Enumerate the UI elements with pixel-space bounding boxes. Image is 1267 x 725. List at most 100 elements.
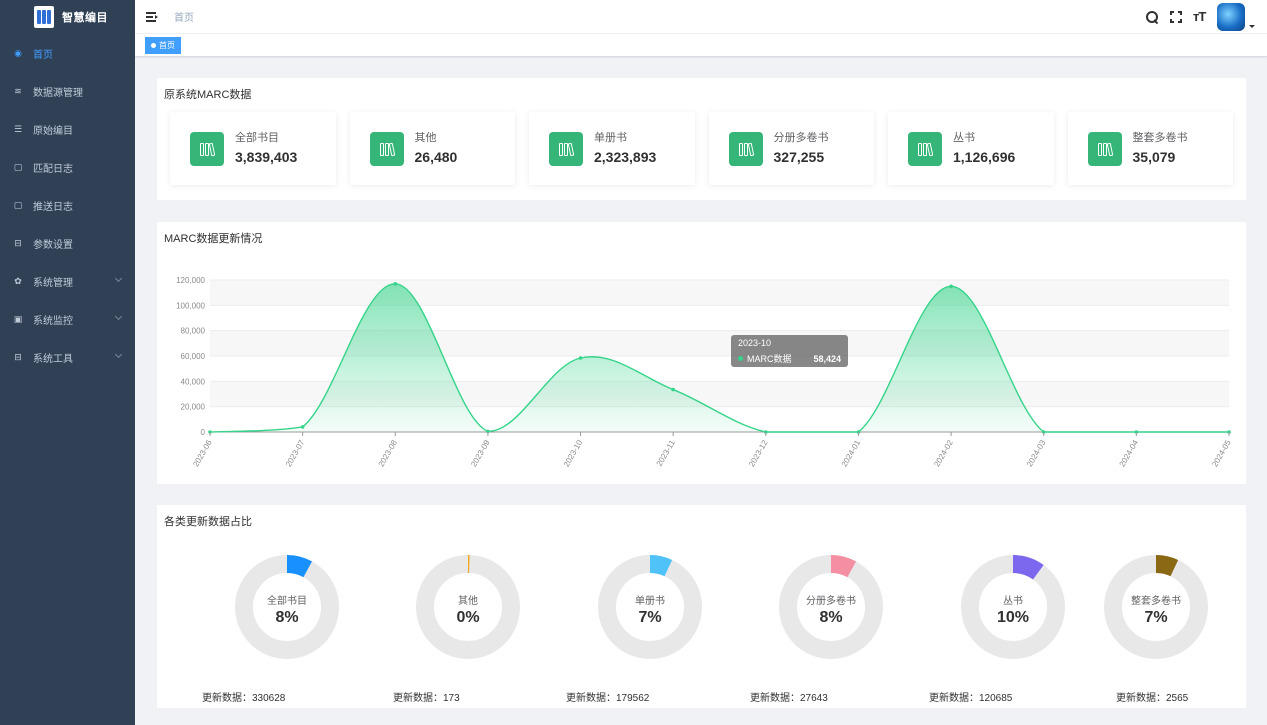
- stat-card-value: 26,480: [414, 149, 458, 165]
- donut-chart[interactable]: 整套多卷书 7%: [1096, 545, 1216, 705]
- search-icon[interactable]: [1145, 10, 1159, 24]
- stat-card: 全部书目 3,839,403: [170, 112, 336, 185]
- stat-card-label: 其他: [414, 132, 437, 144]
- tooltip-series: MARC数据: [747, 354, 792, 364]
- x-tick-label: 2024-01: [840, 438, 863, 468]
- x-tick-label: 2024-04: [1118, 438, 1141, 468]
- donut-percent: 0%: [456, 609, 480, 626]
- chevron-down-icon: [114, 312, 123, 321]
- data-point[interactable]: [671, 387, 675, 392]
- donut-footer: 更新数据：120685: [929, 689, 1012, 704]
- donut-center: 全部书目 8%: [227, 592, 347, 627]
- grid-band: [210, 280, 1229, 306]
- sidebar-item-label: 参数设置: [33, 239, 73, 251]
- breadcrumb[interactable]: 首页: [174, 13, 194, 24]
- books-icon: [190, 132, 224, 166]
- sidebar-item-0[interactable]: ◉ 首页: [0, 34, 135, 72]
- sidebar-item-1[interactable]: ≋ 数据源管理: [0, 72, 135, 110]
- x-tick-label: 2024-03: [1025, 438, 1048, 468]
- ratio-panel: 各类更新数据占比 全部书目 8% 更新数据：330628 其他 0% 更新数据：173 单册…: [157, 505, 1246, 708]
- stats-panel-title: 原系统MARC数据: [164, 89, 252, 101]
- donut-name: 整套多卷书: [1131, 596, 1181, 607]
- sidebar-item-label: 数据源管理: [33, 87, 83, 99]
- donut-slice[interactable]: [1104, 555, 1208, 659]
- sidebar-item-label: 首页: [33, 49, 53, 61]
- foot-prefix: 更新数据：: [929, 693, 979, 704]
- data-point[interactable]: [949, 284, 953, 289]
- data-point[interactable]: [578, 356, 583, 360]
- foot-count: 330628: [252, 693, 286, 704]
- donut-svg: [598, 555, 702, 659]
- donut-chart[interactable]: 单册书 7%: [590, 545, 710, 705]
- x-tick-label: 2023-09: [469, 438, 492, 468]
- donut-svg: [1104, 555, 1208, 659]
- tag-label: 首页: [159, 41, 175, 50]
- sidebar-item-7[interactable]: ▣ 系统监控: [0, 300, 135, 338]
- app-title: 智慧编目: [62, 12, 108, 24]
- app-logo[interactable]: 智慧编目: [0, 0, 135, 34]
- stat-card: 分册多卷书 327,255: [708, 112, 874, 185]
- tooltip-value: 58,424: [813, 353, 841, 364]
- fullscreen-icon[interactable]: [1169, 10, 1183, 24]
- donut-name: 全部书目: [267, 596, 307, 607]
- sidebar-item-label: 匹配日志: [33, 163, 73, 175]
- donut-svg: [779, 555, 883, 659]
- donut-chart[interactable]: 分册多卷书 8%: [771, 545, 891, 705]
- series-line[interactable]: [209, 283, 1229, 433]
- caret-down-icon[interactable]: [1249, 24, 1255, 28]
- x-tick-label: 2023-07: [284, 438, 307, 468]
- sidebar-toggle-icon[interactable]: [146, 11, 158, 22]
- sidebar-item-label: 系统监控: [33, 315, 73, 327]
- x-tick-label: 2024-05: [1210, 438, 1233, 468]
- sidebar-item-3[interactable]: ▢ 匹配日志: [0, 148, 135, 186]
- y-tick-label: 40,000: [181, 377, 206, 386]
- chart-tooltip: 2023-10 MARC数据 58,424: [731, 335, 848, 367]
- sidebar-item-2[interactable]: ☰ 原始编目: [0, 110, 135, 148]
- list-icon: ☰: [13, 123, 23, 134]
- donut-slice[interactable]: [416, 555, 520, 659]
- donut-slice[interactable]: [235, 555, 339, 659]
- logo-icon: [34, 6, 54, 28]
- data-point[interactable]: [300, 425, 305, 429]
- sidebar-item-4[interactable]: ▢ 推送日志: [0, 186, 135, 224]
- stat-card-value: 1,126,696: [953, 149, 1016, 165]
- y-tick-label: 120,000: [176, 276, 205, 285]
- data-point[interactable]: [393, 282, 398, 286]
- sidebar-item-5[interactable]: ⊟ 参数设置: [0, 224, 135, 262]
- stat-card: 其他 26,480: [349, 112, 515, 185]
- donut-chart[interactable]: 其他 0%: [408, 545, 528, 705]
- donut-footer: 更新数据：179562: [566, 689, 649, 704]
- donut-name: 丛书: [1003, 596, 1023, 607]
- donut-slice[interactable]: [598, 555, 702, 659]
- navbar: 首页 тT: [135, 0, 1267, 34]
- sidebar-item-8[interactable]: ⊟ 系统工具: [0, 338, 135, 376]
- books-icon: [728, 132, 763, 166]
- tooltip-series-dot: [738, 356, 743, 361]
- foot-prefix: 更新数据：: [566, 693, 616, 704]
- foot-count: 120685: [979, 693, 1013, 704]
- sidebar-item-6[interactable]: ✿ 系统管理: [0, 262, 135, 300]
- donut-name: 单册书: [635, 596, 665, 607]
- donut-chart[interactable]: 丛书 10%: [953, 545, 1073, 705]
- stat-card-label: 分册多卷书: [773, 132, 829, 144]
- y-tick-label: 80,000: [181, 327, 206, 336]
- donut-slice[interactable]: [961, 555, 1065, 659]
- tag-home[interactable]: 首页: [145, 37, 181, 54]
- monitor-icon: ▣: [13, 313, 23, 324]
- edit-doc-icon: ▢: [13, 199, 23, 210]
- donut-slice[interactable]: [779, 555, 883, 659]
- avatar[interactable]: [1217, 3, 1245, 31]
- stat-card: 整套多卷书 35,079: [1067, 112, 1233, 185]
- stat-card-label: 单册书: [594, 132, 627, 144]
- stat-card-value: 2,323,893: [594, 149, 657, 165]
- edit-doc-icon: ▢: [13, 161, 23, 172]
- data-point[interactable]: [486, 429, 490, 434]
- font-size-icon[interactable]: тT: [1193, 9, 1206, 24]
- chevron-down-icon: [114, 274, 123, 283]
- dashboard-icon: ◉: [14, 47, 22, 58]
- area-chart[interactable]: 0 20,000 40,000 60,000 80,000 100,000 120,000 2…: [157, 222, 1246, 484]
- donut-percent: 8%: [275, 609, 299, 626]
- donut-svg: [235, 555, 339, 659]
- stat-card-label: 整套多卷书: [1132, 132, 1188, 144]
- donut-chart[interactable]: 全部书目 8%: [227, 545, 347, 705]
